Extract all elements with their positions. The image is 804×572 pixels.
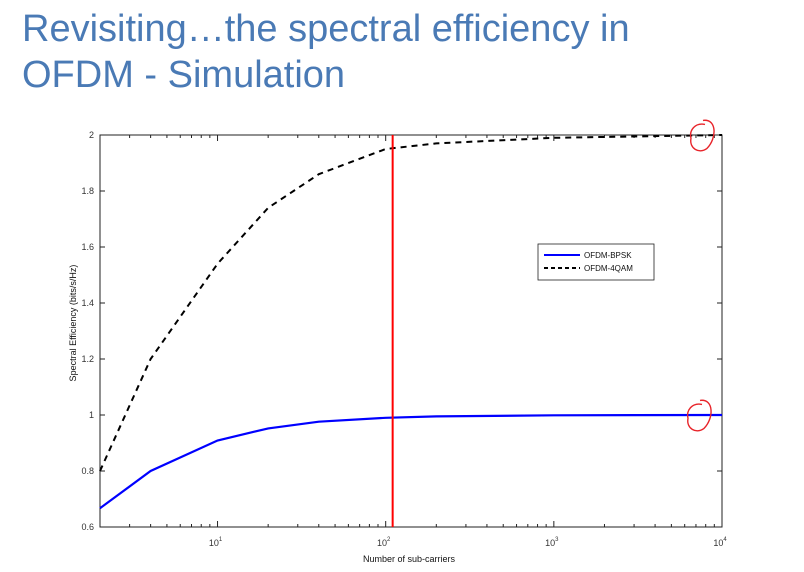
series-line-ofdm-bpsk bbox=[99, 413, 723, 510]
slide-title-line-2: OFDM - Simulation bbox=[22, 54, 346, 96]
slide-title-line-1: Revisiting…the spectral efficiency in bbox=[22, 8, 630, 50]
x-tick-label: 102 bbox=[377, 537, 391, 548]
plot-frame bbox=[99, 134, 723, 528]
x-axis-label: Number of sub-carriers bbox=[363, 554, 456, 564]
y-tick-label: 2 bbox=[89, 130, 94, 140]
legend-box bbox=[537, 243, 655, 281]
slide-title: Revisiting…the spectral efficiency in OF… bbox=[22, 6, 792, 98]
x-tick-label: 103 bbox=[545, 537, 559, 548]
circle-annotation-mark bbox=[686, 399, 712, 432]
y-tick-label: 1.8 bbox=[81, 186, 94, 196]
y-tick-label: 0.6 bbox=[81, 522, 94, 532]
series-line-ofdm-4qam bbox=[99, 134, 723, 472]
y-axis-label: Spectral Efficiency (bits/s/Hz) bbox=[68, 265, 78, 382]
circle-annotation-mark bbox=[689, 119, 715, 152]
x-tick-label: 101 bbox=[209, 537, 223, 548]
y-tick-label: 1 bbox=[89, 410, 94, 420]
y-tick-label: 1.6 bbox=[81, 242, 94, 252]
legend-label: OFDM-4QAM bbox=[584, 264, 633, 273]
x-tick-label: 104 bbox=[713, 537, 727, 548]
y-tick-label: 0.8 bbox=[81, 466, 94, 476]
legend: OFDM-BPSK OFDM-4QAM bbox=[537, 243, 655, 281]
legend-label: OFDM-BPSK bbox=[584, 251, 632, 260]
y-tick-label: 1.4 bbox=[81, 298, 94, 308]
y-tick-label: 1.2 bbox=[81, 354, 94, 364]
